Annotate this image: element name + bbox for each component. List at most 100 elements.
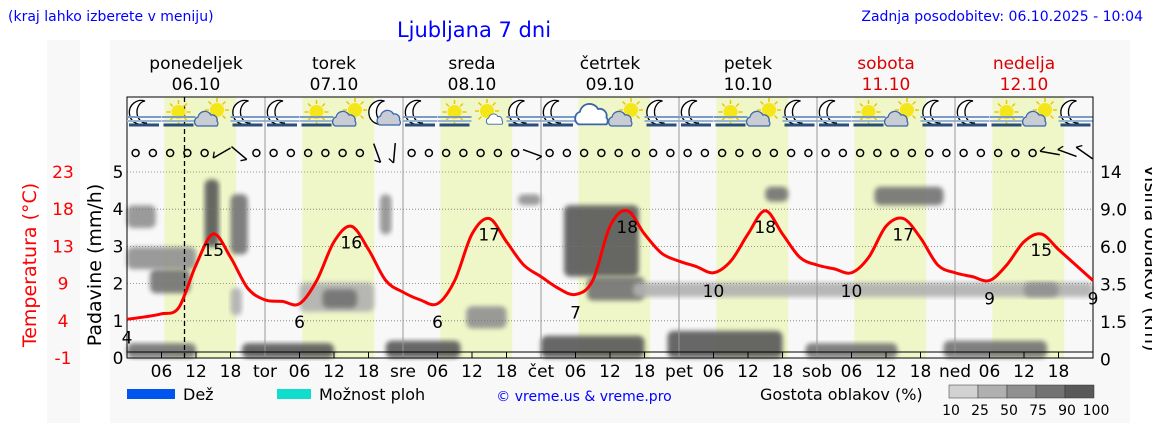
day-date: 07.10 — [310, 75, 359, 95]
calm-wind-icon — [924, 148, 934, 158]
precip-axis-label: Padavine (mm/h) — [84, 184, 106, 347]
calm-wind-icon — [735, 148, 744, 158]
calm-wind-icon — [303, 148, 313, 158]
day-name: nedelja — [993, 54, 1055, 74]
x-day-label: pet — [665, 362, 693, 382]
axes: 06 12 18 tor 06 12 18 sre 06 12 18 čet 06 12 18 pet 06 12… — [52, 163, 1127, 382]
calm-wind-icon — [200, 148, 209, 158]
precip-tick: 1 — [113, 312, 124, 332]
moon-fog-icon — [782, 99, 817, 127]
temperature-min-label: 10 — [703, 282, 725, 302]
wind-barb-icon — [230, 145, 248, 162]
calm-wind-icon — [441, 148, 451, 158]
calm-wind-icon — [252, 148, 261, 158]
moon-fog-icon — [230, 99, 265, 127]
cloud-height-tick: 6.0 — [1100, 238, 1127, 258]
cloud-patch — [466, 306, 507, 329]
calm-wind-icon — [700, 148, 710, 158]
sun-fog-icon — [713, 100, 748, 127]
temperature-max-label: 18 — [616, 218, 638, 238]
day-date: 06.10 — [172, 75, 221, 95]
cloud-patch — [874, 186, 944, 206]
calm-wind-icon — [942, 148, 951, 158]
cloud-patch — [943, 340, 1047, 358]
calm-wind-icon — [907, 148, 917, 158]
cloud-patch — [150, 269, 191, 294]
x-day-label: ned — [939, 362, 971, 382]
calm-wind-icon — [855, 148, 865, 158]
cloud-patch — [633, 282, 1093, 297]
moon-fog-icon — [127, 99, 161, 127]
legend-cloud-density: Gostota oblakov (%) — [760, 385, 923, 404]
sun-fog-icon — [437, 100, 472, 127]
cloud-patch — [322, 289, 357, 309]
x-hour-label: 12 — [875, 362, 897, 382]
calm-wind-icon — [683, 148, 692, 158]
precip-tick: 4 — [113, 200, 124, 220]
cloud-patch — [805, 343, 898, 358]
precip-tick: 5 — [113, 163, 124, 183]
daylight-band — [854, 97, 927, 358]
region-hint[interactable]: (kraj lahko izberete v meniju) — [8, 9, 214, 25]
x-hour-label: 18 — [496, 362, 518, 382]
x-hour-label: 12 — [1013, 362, 1035, 382]
cloud-height-tick: 9.0 — [1100, 201, 1127, 221]
cloud-patch — [765, 186, 789, 202]
temperature-max-label: 17 — [478, 226, 500, 246]
cloud-patch — [667, 330, 783, 358]
day-date: 10.10 — [724, 75, 773, 95]
day-date: 08.10 — [448, 75, 497, 95]
cloud-cover-layer — [127, 179, 1093, 358]
calm-wind-icon — [614, 148, 623, 158]
legend-showers: Možnost ploh — [319, 385, 425, 404]
moon-cloud-icon — [368, 99, 402, 126]
x-hour-label: 18 — [772, 362, 794, 382]
moon-fog-icon — [1058, 99, 1093, 127]
wind-barb-icon — [388, 142, 396, 164]
calm-wind-icon — [579, 148, 589, 158]
calm-wind-icon — [1028, 148, 1037, 158]
temperature-max-label: 15 — [1030, 241, 1052, 261]
grid — [126, 96, 1094, 359]
cloud-height-tick: 0 — [1100, 351, 1111, 371]
cloud-height-tick: 3.5 — [1100, 276, 1127, 296]
calm-wind-icon — [821, 148, 830, 158]
cloud-patch — [127, 343, 196, 358]
sun-fog-icon — [161, 100, 196, 127]
cloud-patch — [230, 194, 248, 255]
temperature-min-label: 9 — [984, 290, 995, 310]
moon-fog-icon — [403, 99, 437, 127]
wind-barb-icon — [1075, 144, 1093, 160]
calm-wind-icon — [459, 148, 468, 158]
calm-wind-icon — [183, 148, 192, 158]
calm-wind-icon — [666, 148, 675, 158]
x-hour-label: 06 — [427, 362, 449, 382]
calm-wind-icon — [148, 148, 158, 158]
temperature-max-label: 17 — [892, 226, 914, 246]
temperature-tick: 4 — [58, 312, 69, 332]
cloud-patch — [230, 287, 242, 316]
temperature-tick: -1 — [55, 349, 72, 369]
cloud-patch — [518, 194, 541, 206]
moon-fog-icon — [644, 99, 679, 127]
day-name: petek — [724, 54, 772, 74]
wind-barb-icon — [1057, 145, 1077, 158]
wind-row — [131, 142, 1093, 164]
sun-cloud-icon — [193, 98, 229, 127]
x-day-label: sob — [802, 362, 832, 382]
wind-barb-icon — [373, 143, 382, 164]
calm-wind-icon — [717, 148, 727, 158]
temperature-tick: 23 — [52, 163, 74, 183]
cloud-height-tick: 14 — [1100, 163, 1122, 183]
day-name: torek — [312, 54, 356, 74]
calm-wind-icon — [476, 148, 485, 158]
temperature-max-label: 18 — [754, 218, 776, 238]
calm-wind-icon — [597, 148, 606, 158]
cloud-icon — [574, 103, 609, 126]
calm-wind-icon — [1011, 148, 1020, 158]
calm-wind-icon — [424, 148, 434, 158]
moon-fog-icon — [817, 99, 851, 127]
copyright-link[interactable]: © vreme.us & vreme.pro — [496, 389, 671, 405]
sun-fog-icon — [851, 100, 886, 127]
cloud-patch — [1024, 282, 1059, 297]
